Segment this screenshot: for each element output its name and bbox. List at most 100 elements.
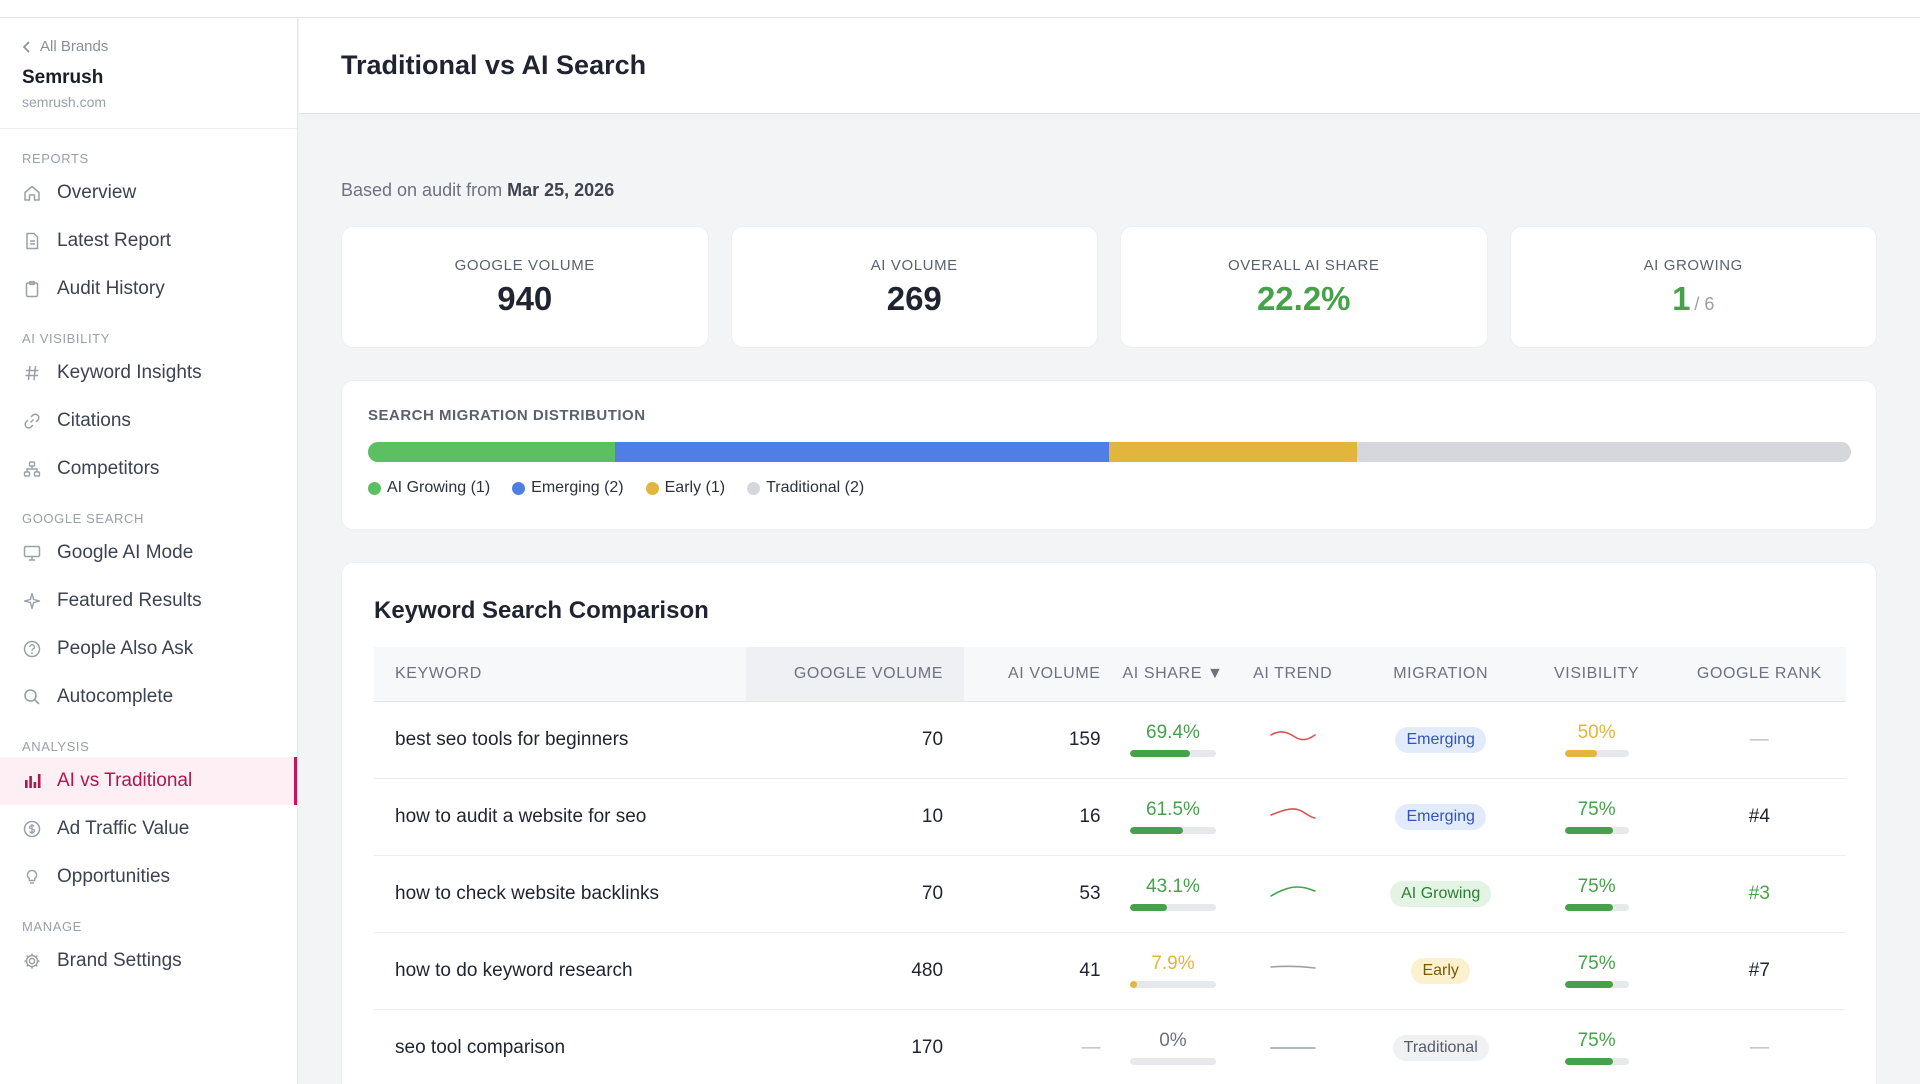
document-icon: [22, 231, 42, 251]
ai-share-value: 0%: [1159, 1030, 1187, 1051]
nav-section-label: MANAGE: [22, 918, 82, 934]
ai-volume-cell: 159: [964, 701, 1122, 779]
google-rank-cell: —: [1672, 701, 1846, 779]
stat-card-ai-growing: AI GROWING 1/ 6: [1509, 226, 1877, 348]
distribution-title: SEARCH MIGRATION DISTRIBUTION: [368, 407, 646, 424]
keyword-cell: how to check website backlinks: [374, 855, 746, 933]
ai-share-value: 61.5%: [1146, 799, 1200, 820]
ai-volume-cell: 16: [964, 778, 1122, 856]
stat-label: AI GROWING: [1643, 256, 1743, 274]
sidebar-item-audit-history[interactable]: Audit History: [0, 265, 297, 313]
sidebar-item-label: Competitors: [57, 458, 160, 479]
stat-card-overall-ai-share: OVERALL AI SHARE 22.2%: [1120, 226, 1488, 348]
visibility-bar-fill: [1564, 1058, 1613, 1065]
distribution-bar: [368, 442, 1851, 462]
table-row[interactable]: how to do keyword research 480 41 7.9% E…: [374, 932, 1846, 1010]
table-row[interactable]: best seo tools for beginners 70 159 69.4…: [374, 701, 1846, 779]
sidebar-item-overview[interactable]: Overview: [0, 169, 297, 217]
visibility-cell: 75%: [1520, 1009, 1673, 1084]
col-google-rank[interactable]: GOOGLE RANK: [1672, 647, 1846, 702]
dollar-icon: [22, 819, 42, 839]
ai-volume-cell: —: [964, 1009, 1122, 1084]
col-ai-volume[interactable]: AI VOLUME: [964, 647, 1122, 702]
stat-value: 269: [886, 279, 942, 317]
col-migration[interactable]: MIGRATION: [1360, 647, 1521, 702]
ai-share-value: 43.1%: [1146, 876, 1200, 897]
ai-trend-cell: [1224, 778, 1361, 856]
stat-label: OVERALL AI SHARE: [1227, 256, 1380, 274]
search-icon: [22, 687, 42, 707]
ai-share-bar: [1129, 750, 1216, 757]
ai-share-cell: 69.4%: [1121, 701, 1225, 779]
legend-item: Emerging (2): [512, 479, 624, 497]
ai-trend-cell: [1224, 701, 1361, 779]
ai-share-bar-fill: [1129, 750, 1190, 757]
sidebar-item-latest-report[interactable]: Latest Report: [0, 217, 297, 265]
window-top-bar: [0, 0, 1920, 18]
sidebar-item-people-also-ask[interactable]: People Also Ask: [0, 625, 297, 673]
col-ai-share[interactable]: AI SHARE ▼: [1121, 647, 1225, 702]
visibility-cell: 75%: [1520, 932, 1673, 1010]
legend-label: AI Growing (1): [387, 479, 491, 496]
sidebar-item-autocomplete[interactable]: Autocomplete: [0, 673, 297, 721]
ai-share-bar: [1129, 981, 1216, 988]
sidebar-item-brand-settings[interactable]: Brand Settings: [0, 937, 297, 985]
sidebar-item-label: Brand Settings: [57, 950, 182, 971]
sidebar-item-competitors[interactable]: Competitors: [0, 445, 297, 493]
table-row[interactable]: seo tool comparison 170 — 0% Traditional…: [374, 1009, 1846, 1084]
trend-line: [1269, 965, 1316, 969]
sidebar-item-featured-results[interactable]: Featured Results: [0, 577, 297, 625]
col-google-volume[interactable]: GOOGLE VOLUME: [745, 647, 965, 702]
distribution-legend: AI Growing (1) Emerging (2) Early (1) Tradi…: [368, 479, 1850, 497]
migration-cell: Traditional: [1360, 1009, 1521, 1084]
sidebar-item-google-ai-mode[interactable]: Google AI Mode: [0, 529, 297, 577]
page-title: Traditional vs AI Search: [341, 50, 647, 80]
page-header: Traditional vs AI Search: [299, 18, 1920, 114]
table-row[interactable]: how to check website backlinks 70 53 43.…: [374, 855, 1846, 933]
table-header-row: KEYWORD GOOGLE VOLUME AI VOLUME AI SHARE…: [374, 647, 1846, 702]
brand-name: Semrush: [22, 67, 104, 88]
sidebar-item-ai-vs-traditional[interactable]: AI vs Traditional: [0, 757, 297, 805]
ai-share-cell: 7.9%: [1121, 932, 1225, 1010]
google-volume-cell: 170: [745, 1009, 965, 1084]
visibility-bar-fill: [1564, 750, 1597, 757]
legend-item: Traditional (2): [747, 479, 864, 497]
trend-sparkline-icon: [1269, 965, 1316, 969]
table-title: Keyword Search Comparison: [374, 597, 709, 624]
sidebar-item-ad-traffic-value[interactable]: Ad Traffic Value: [0, 805, 297, 853]
visibility-value: 75%: [1577, 876, 1616, 897]
sparkle-icon: [22, 591, 42, 611]
google-volume-cell: 480: [745, 932, 965, 1010]
sidebar-item-opportunities[interactable]: Opportunities: [0, 853, 297, 901]
distribution-segment: [1109, 442, 1357, 462]
ai-share-cell: 0%: [1121, 1009, 1225, 1084]
audit-date: Mar 25, 2026: [507, 180, 615, 200]
all-brands-link[interactable]: All Brands: [22, 38, 275, 55]
legend-item: Early (1): [645, 479, 725, 497]
visibility-bar-fill: [1564, 827, 1613, 834]
clipboard-icon: [22, 279, 42, 299]
nav-section-label: ANALYSIS: [22, 738, 90, 754]
col-keyword[interactable]: KEYWORD: [374, 647, 746, 702]
sidebar-item-citations[interactable]: Citations: [0, 397, 297, 445]
migration-badge: Traditional: [1392, 1034, 1489, 1061]
col-visibility[interactable]: VISIBILITY: [1520, 647, 1673, 702]
audit-note: Based on audit from Mar 25, 2026: [341, 180, 614, 201]
ai-share-bar-fill: [1129, 981, 1137, 988]
sidebar-item-label: Featured Results: [57, 590, 202, 611]
brand-block: All Brands Semrush semrush.com: [0, 18, 297, 129]
google-volume-cell: 70: [745, 701, 965, 779]
sidebar-item-label: Citations: [57, 410, 131, 431]
migration-badge: AI Growing: [1390, 880, 1492, 907]
sidebar-item-keyword-insights[interactable]: Keyword Insights: [0, 349, 297, 397]
ai-share-bar: [1129, 904, 1216, 911]
distribution-segment: [1356, 442, 1851, 462]
visibility-bar: [1564, 827, 1629, 834]
sidebar-item-label: Ad Traffic Value: [57, 818, 190, 839]
ai-share-cell: 61.5%: [1121, 778, 1225, 856]
trend-sparkline-icon: [1269, 730, 1316, 740]
table-row[interactable]: how to audit a website for seo 10 16 61.…: [374, 778, 1846, 856]
monitor-icon: [22, 543, 42, 563]
distribution-segment: [615, 442, 1110, 462]
col-ai-trend[interactable]: AI TREND: [1224, 647, 1361, 702]
